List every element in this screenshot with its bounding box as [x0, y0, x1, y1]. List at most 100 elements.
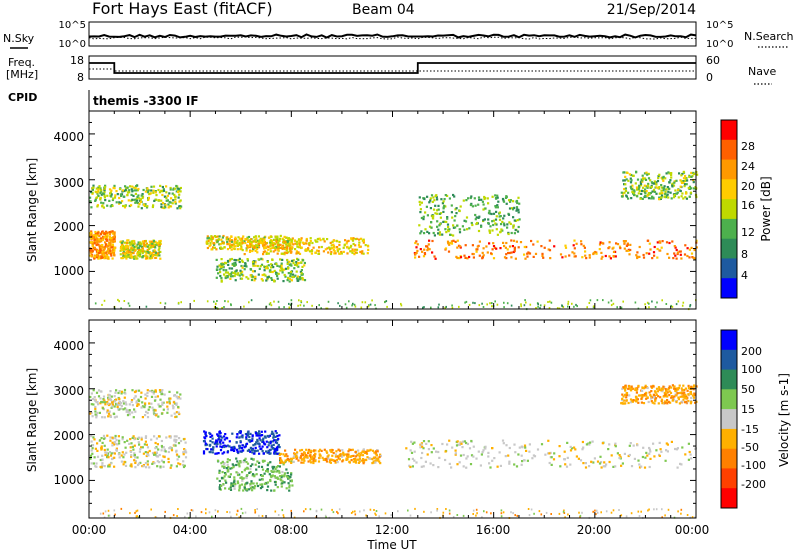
scatter-cell-8 [641, 180, 644, 183]
scatter-cell-2 [164, 195, 167, 198]
scatter-cell-1 [125, 257, 128, 260]
scatter-cell-8 [673, 193, 676, 197]
scatter-cell-6 [650, 390, 653, 393]
scatter-cell-2 [222, 477, 225, 480]
scatter-cell-5 [176, 397, 179, 400]
scatter-cell-3 [279, 234, 282, 237]
scatter-cell-0 [132, 448, 135, 451]
scatter-cell-7 [418, 196, 421, 199]
scatter-cell-0 [90, 235, 93, 238]
scatter-cell-0 [104, 241, 107, 244]
scatter-cell-6 [629, 388, 632, 391]
scatter-cell-1 [127, 250, 130, 253]
scatter-cell-6 [564, 244, 567, 247]
scatter-cell-5 [128, 413, 131, 416]
scatter-cell-1 [269, 452, 272, 455]
scatter-cell-2 [239, 461, 242, 464]
scatter-cell-4 [608, 443, 611, 446]
scatter-cell-6 [584, 250, 587, 253]
scatter-cell-5 [157, 403, 160, 406]
ground-scatter-cell [261, 515, 264, 517]
scatter-cell-6 [673, 395, 676, 398]
scatter-cell-6 [433, 255, 436, 258]
scatter-cell-5 [139, 395, 143, 399]
scatter-cell-5 [273, 243, 276, 246]
scatter-cell-7 [512, 224, 515, 227]
scatter-cell-0 [89, 457, 92, 460]
scatter-cell-2 [280, 476, 283, 479]
scatter-cell-7 [471, 223, 474, 227]
scatter-cell-6 [561, 256, 564, 259]
scatter-cell-2 [220, 476, 224, 479]
scatter-cell-1 [258, 443, 261, 446]
scatter-cell-4 [240, 259, 244, 262]
scatter-cell-1 [239, 450, 242, 453]
scatter-cell-3 [374, 450, 377, 453]
scatter-cell-7 [473, 197, 476, 200]
scatter-cell-0 [184, 441, 187, 444]
scatter-cell-0 [116, 443, 119, 446]
scatter-cell-4 [410, 440, 413, 443]
scatter-cell-4 [465, 457, 468, 460]
scatter-cell-6 [671, 395, 674, 398]
scatter-cell-4 [481, 451, 484, 454]
scatter-cell-0 [100, 255, 103, 258]
scatter-cell-7 [451, 216, 454, 219]
scatter-cell-7 [492, 219, 495, 222]
scatter-cell-3 [305, 448, 308, 451]
scatter-cell-8 [670, 172, 673, 175]
scatter-cell-6 [608, 246, 611, 249]
scatter-cell-8 [657, 176, 660, 180]
scatter-cell-2 [165, 185, 168, 188]
scatter-cell-8 [663, 185, 666, 188]
scatter-cell-1 [129, 243, 132, 246]
scatter-cell-4 [552, 458, 556, 461]
scatter-cell-6 [415, 251, 418, 254]
scatter-cell-3 [212, 242, 215, 245]
scatter-cell-2 [235, 471, 238, 474]
ground-scatter-cell [354, 510, 356, 513]
ground-scatter-cell [465, 300, 468, 303]
scatter-cell-3 [282, 246, 285, 249]
scatter-cell-6 [630, 385, 633, 388]
scatter-cell-4 [643, 466, 647, 469]
scatter-cell-4 [279, 269, 282, 272]
scatter-cell-5 [133, 397, 136, 400]
scatter-cell-3 [209, 241, 212, 245]
ground-scatter-cell [648, 302, 650, 305]
scatter-cell-1 [276, 448, 279, 451]
scatter-cell-7 [442, 200, 445, 203]
scatter-cell-1 [210, 448, 213, 451]
scatter-cell-4 [220, 258, 223, 261]
scatter-cell-5 [322, 238, 325, 241]
scatter-cell-1 [270, 444, 273, 447]
scatter-cell-4 [222, 269, 225, 272]
scatter-cell-5 [135, 401, 138, 404]
scatter-cell-6 [654, 399, 657, 402]
scatter-cell-4 [548, 452, 551, 455]
scatter-cell-5 [135, 400, 138, 403]
scatter-cell-7 [509, 199, 512, 202]
scatter-cell-4 [618, 456, 621, 460]
ground-scatter-cell [535, 307, 537, 309]
ground-scatter-cell [407, 509, 409, 512]
scatter-cell-0 [109, 439, 112, 442]
scatter-cell-3 [354, 458, 357, 461]
scatter-cell-3 [302, 453, 305, 456]
scatter-cell-4 [233, 258, 236, 262]
scatter-cell-4 [407, 458, 411, 461]
scatter-cell-2 [124, 188, 127, 191]
scatter-cell-0 [91, 444, 95, 447]
scatter-cell-6 [582, 244, 585, 247]
scatter-cell-5 [277, 241, 280, 244]
scatter-cell-4 [230, 257, 233, 261]
scatter-cell-0 [115, 449, 118, 452]
scatter-cell-5 [162, 408, 165, 411]
ground-scatter-cell [104, 510, 107, 513]
scatter-cell-0 [105, 236, 108, 239]
scatter-cell-2 [126, 186, 129, 189]
ground-scatter-cell [177, 301, 180, 304]
scatter-cell-4 [563, 450, 566, 453]
scatter-cell-0 [136, 463, 140, 467]
scatter-cell-4 [292, 262, 295, 265]
